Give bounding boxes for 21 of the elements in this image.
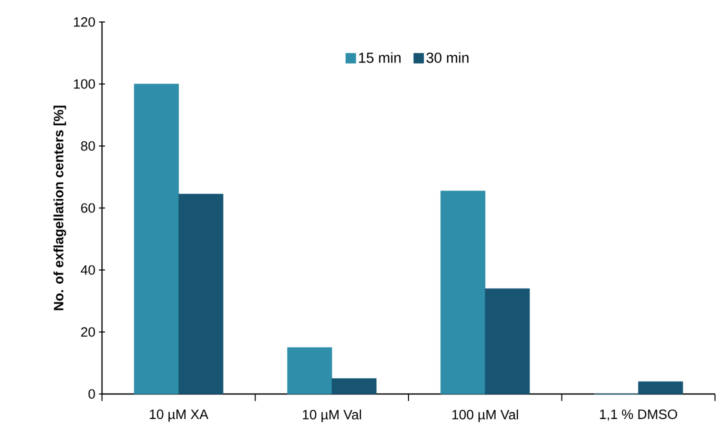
bar xyxy=(178,194,224,394)
bar xyxy=(638,381,684,394)
y-axis-title: No. of exflagellation centers [%] xyxy=(53,106,66,310)
x-tick-label: 100 µM Val xyxy=(452,410,518,422)
legend-label: 15 min xyxy=(359,52,401,63)
x-tick-label: 10 µM Val xyxy=(302,410,361,422)
bar xyxy=(332,378,377,394)
y-tick-label: 120 xyxy=(74,17,95,27)
legend-label: 30 min xyxy=(426,52,468,63)
y-tick-label: 60 xyxy=(81,203,95,213)
x-tick-label: 10 µM XA xyxy=(150,410,208,422)
y-tick-label: 0 xyxy=(88,389,95,399)
y-tick-label: 20 xyxy=(81,327,95,337)
bar xyxy=(287,347,332,394)
x-tick-label: 1,1 % DMSO xyxy=(600,410,678,421)
y-tick-label: 80 xyxy=(81,141,95,151)
y-tick-label: 40 xyxy=(80,265,95,275)
bar xyxy=(440,190,486,394)
bar xyxy=(484,288,530,394)
bar xyxy=(134,84,179,394)
y-tick-label: 100 xyxy=(74,79,95,89)
